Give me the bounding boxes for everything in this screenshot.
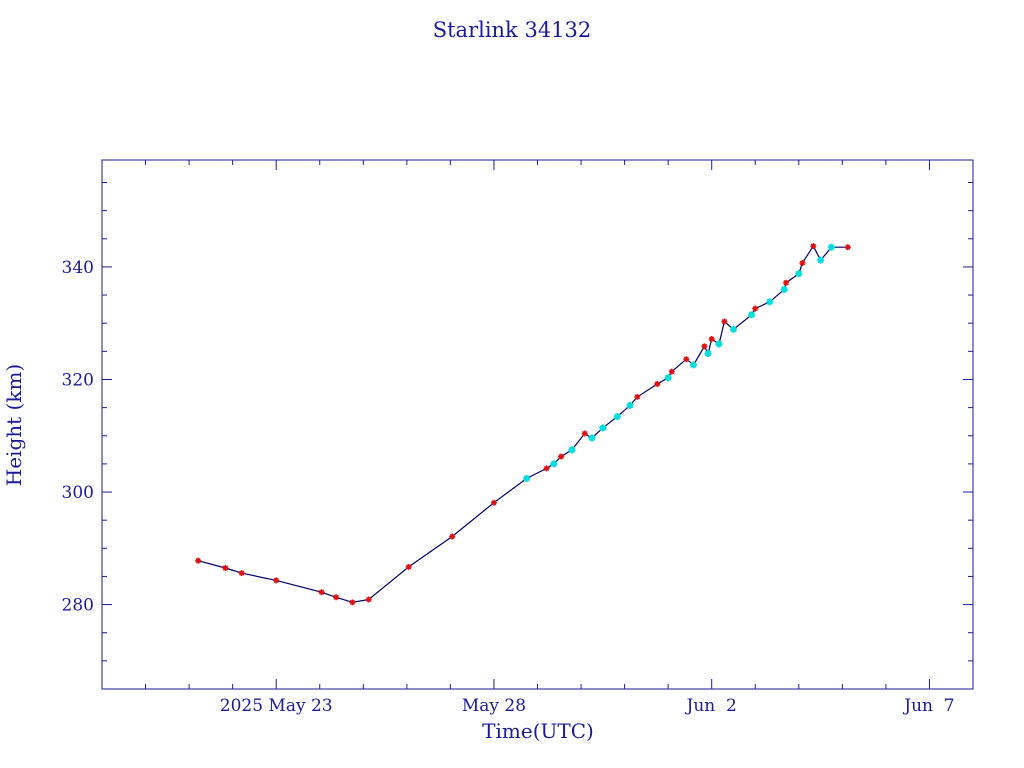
data-point-red [799, 259, 806, 266]
y-axis-label: Height (km) [2, 364, 26, 486]
data-point-cyan [690, 361, 698, 369]
data-point-cyan [817, 256, 825, 264]
x-axis-label: Time(UTC) [482, 719, 594, 743]
axis-ticks [102, 160, 973, 689]
x-tick-label: May 28 [462, 696, 526, 716]
data-point-red [634, 393, 641, 400]
data-point-red [449, 533, 456, 540]
data-point-cyan [766, 298, 774, 306]
data-point-red [810, 243, 817, 250]
series-line [198, 244, 848, 603]
data-point-cyan [568, 446, 576, 454]
data-point-red [238, 570, 245, 577]
data-point-red [490, 499, 497, 506]
data-point-cyan [588, 434, 596, 442]
y-tick-label: 280 [62, 596, 94, 616]
data-point-cyan [780, 285, 788, 293]
data-point-cyan [704, 350, 712, 358]
x-tick-label: Jun 7 [902, 696, 954, 716]
data-point-red [405, 563, 412, 570]
data-point-cyan [613, 413, 621, 421]
data-point-red [683, 356, 690, 363]
data-point-red [349, 599, 356, 606]
y-tick-label: 300 [62, 483, 94, 503]
data-point-red [543, 465, 550, 472]
data-point-cyan [550, 460, 558, 468]
data-point-cyan [827, 243, 835, 251]
data-point-red [721, 318, 728, 325]
data-point-red [701, 343, 708, 350]
series-markers [195, 243, 851, 606]
y-tick-labels: 280 300 320 340 [62, 258, 94, 616]
data-point-red [668, 368, 675, 375]
data-point-red [844, 244, 851, 251]
data-point-cyan [729, 325, 737, 333]
data-point-red [752, 305, 759, 312]
y-tick-label: 340 [62, 258, 94, 278]
data-point-red [783, 279, 790, 286]
data-point-red [273, 577, 280, 584]
data-point-red [318, 589, 325, 596]
x-tick-label: 2025 May 23 [220, 696, 333, 716]
data-point-red [365, 596, 372, 603]
plot-frame [101, 159, 974, 690]
data-point-red [581, 430, 588, 437]
x-tick-labels: 2025 May 23 May 28 Jun 2 Jun 7 [220, 696, 955, 716]
chart-title: Starlink 34132 [433, 18, 592, 42]
data-point-cyan [795, 270, 803, 278]
data-point-cyan [626, 401, 634, 409]
data-point-cyan [599, 424, 607, 432]
data-point-cyan [664, 374, 672, 382]
data-point-red [708, 335, 715, 342]
data-point-cyan [523, 475, 531, 483]
data-point-red [558, 453, 565, 460]
data-point-red [222, 565, 229, 572]
data-point-red [195, 557, 202, 564]
data-point-cyan [748, 311, 756, 319]
y-tick-label: 320 [62, 370, 94, 390]
data-point-red [654, 380, 661, 387]
series-lines [198, 244, 848, 603]
data-point-cyan [715, 340, 723, 348]
x-tick-label: Jun 2 [685, 696, 737, 716]
data-point-red [333, 594, 340, 601]
